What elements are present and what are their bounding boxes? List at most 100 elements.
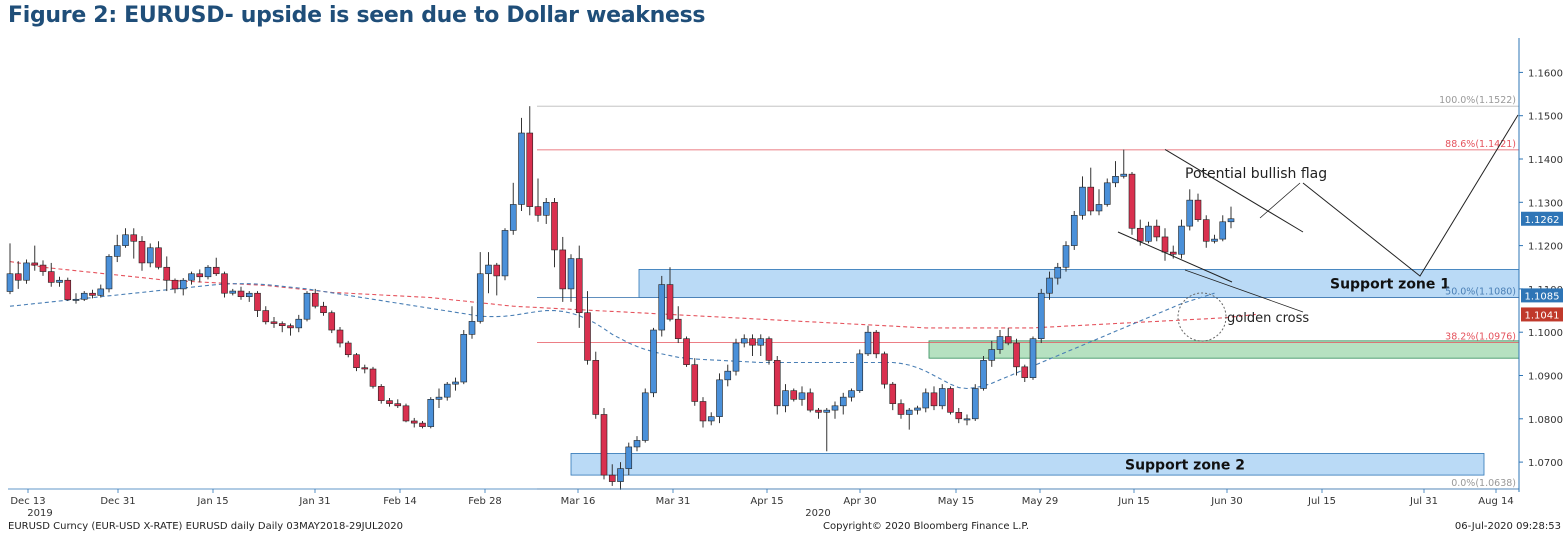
candle <box>518 117 525 211</box>
candle-body <box>831 405 839 411</box>
candle-body <box>963 418 971 421</box>
candle-body <box>608 474 616 482</box>
x-tick-label: May 29 <box>1022 496 1059 507</box>
candle <box>138 236 146 271</box>
candle <box>963 414 971 426</box>
candle-body <box>320 305 327 314</box>
candle-body <box>947 388 954 413</box>
candle <box>122 228 129 248</box>
candle-body <box>270 321 278 324</box>
candle <box>89 289 96 299</box>
candle <box>633 436 641 452</box>
candle-body <box>905 409 913 415</box>
candle-body <box>39 264 47 272</box>
x-tick-label: Feb 28 <box>468 496 502 507</box>
x-tick-label: Jul 31 <box>1409 496 1438 507</box>
candle <box>72 293 80 304</box>
candle-body <box>757 338 765 346</box>
candle <box>245 291 253 302</box>
candle <box>56 276 63 287</box>
candle <box>988 340 996 367</box>
candle <box>1145 221 1152 244</box>
x-tick-label: Dec 13 <box>10 496 45 507</box>
candle-body <box>559 249 567 290</box>
candle <box>262 306 270 325</box>
candle-body <box>1029 338 1037 378</box>
price-label: 1.1262 <box>1525 215 1560 226</box>
candle <box>1046 271 1053 300</box>
candle <box>831 401 839 419</box>
candle-body <box>485 264 492 275</box>
y-tick-label: 1.1500 <box>1528 112 1563 123</box>
footer-timestamp: 06-Jul-2020 09:28:53 <box>1454 521 1561 532</box>
candle-body <box>1046 277 1053 294</box>
candle <box>872 330 880 359</box>
candle-body <box>221 273 228 294</box>
candle-body <box>460 334 468 383</box>
candle <box>856 349 864 393</box>
y-axis: 1.07001.08001.09001.10001.11001.12001.13… <box>1518 38 1563 492</box>
candle-body <box>930 392 938 407</box>
candle-body <box>105 256 113 290</box>
candle <box>1178 219 1185 259</box>
y-tick-label: 1.1200 <box>1528 242 1563 253</box>
support-zone-2 <box>570 453 1485 476</box>
candle <box>460 330 468 385</box>
candle <box>237 286 245 300</box>
candle-body <box>468 321 476 335</box>
candle <box>922 388 930 413</box>
fib-label-2: 50.0%(1.1080) <box>1445 287 1516 298</box>
candle <box>377 384 385 404</box>
candle-body <box>254 292 261 311</box>
candle <box>468 306 476 339</box>
annotation-bullish-flag: Potential bullish flag <box>1185 166 1327 182</box>
candle-body <box>509 204 517 231</box>
x-tick-label: Feb 14 <box>383 496 417 507</box>
candle <box>773 356 781 415</box>
candle-body <box>89 292 96 296</box>
candle-body <box>1178 225 1185 255</box>
candle-body <box>765 338 773 361</box>
annotation-layer: Potential bullish flag golden cross <box>1117 114 1519 342</box>
candle-body <box>707 416 715 422</box>
candle-body <box>245 292 253 297</box>
candle-body <box>64 279 72 301</box>
candle <box>1004 327 1012 346</box>
candle-body <box>229 290 237 294</box>
candle <box>328 310 336 334</box>
candle <box>452 377 459 391</box>
candle <box>221 271 228 298</box>
x-tick-label: Jan 15 <box>196 496 228 507</box>
candle-body <box>864 331 872 355</box>
candle-body <box>600 414 608 476</box>
candle <box>938 384 946 410</box>
candle-body <box>1169 251 1177 255</box>
candle-body <box>551 202 558 251</box>
candle <box>782 384 789 413</box>
candle-body <box>1079 186 1086 216</box>
candle-body <box>377 386 385 401</box>
candle-body <box>1062 245 1070 268</box>
support-zone-1-label: Support zone 1 <box>1330 276 1450 292</box>
candle-body <box>452 381 459 385</box>
candle <box>1128 171 1136 235</box>
candle <box>204 265 212 280</box>
candle-body <box>518 132 525 205</box>
candle <box>617 462 624 490</box>
candle-body <box>881 353 888 385</box>
candle-body <box>97 288 105 296</box>
price-label: 1.1041 <box>1525 310 1560 321</box>
candle-body <box>1186 199 1194 227</box>
candle-body <box>798 392 806 400</box>
candle <box>1013 338 1020 376</box>
candle-body <box>179 279 187 290</box>
candle-body <box>171 279 179 290</box>
candle-body <box>328 312 336 331</box>
candle-body <box>914 407 921 411</box>
candle-body <box>1194 199 1202 220</box>
candle <box>1194 193 1202 222</box>
candle-body <box>1103 182 1111 205</box>
candle-body <box>1161 236 1169 253</box>
candle-body <box>1004 336 1012 344</box>
